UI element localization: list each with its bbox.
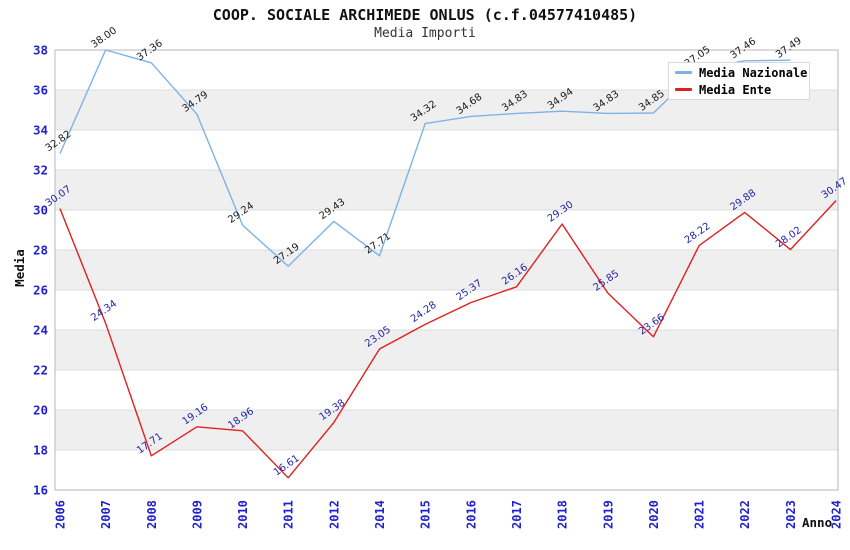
svg-text:24.28: 24.28 [409, 300, 439, 325]
svg-text:28: 28 [33, 243, 48, 258]
chart-subtitle: Media Importi [374, 26, 476, 41]
svg-text:26: 26 [33, 283, 48, 298]
svg-text:28.02: 28.02 [774, 225, 804, 250]
svg-text:37.36: 37.36 [135, 38, 165, 63]
svg-text:2011: 2011 [282, 500, 296, 529]
svg-text:36: 36 [33, 83, 48, 98]
svg-text:2008: 2008 [145, 500, 159, 529]
svg-text:37.46: 37.46 [728, 36, 758, 61]
svg-text:2012: 2012 [327, 500, 341, 529]
svg-text:2015: 2015 [419, 500, 433, 529]
svg-text:18: 18 [33, 443, 48, 458]
svg-text:22: 22 [33, 363, 48, 378]
svg-text:2018: 2018 [556, 500, 570, 529]
svg-text:2014: 2014 [373, 500, 387, 529]
svg-text:2019: 2019 [601, 500, 615, 529]
svg-text:37.49: 37.49 [774, 35, 804, 60]
svg-text:24: 24 [33, 323, 48, 338]
legend-label-ente: Media Ente [699, 82, 772, 97]
legend-swatch-nazionale [675, 71, 692, 74]
svg-text:32.82: 32.82 [44, 129, 74, 154]
legend-item-media-nazionale: Media Nazionale [675, 66, 807, 80]
svg-text:Anno: Anno [802, 515, 832, 530]
svg-text:2017: 2017 [510, 500, 524, 529]
svg-text:2022: 2022 [738, 500, 752, 529]
svg-text:Media: Media [12, 249, 27, 287]
svg-text:28.22: 28.22 [683, 221, 713, 246]
svg-text:2023: 2023 [784, 500, 798, 529]
legend-item-media-ente: Media Ente [675, 83, 803, 97]
svg-text:2016: 2016 [464, 500, 478, 529]
svg-text:34: 34 [33, 123, 48, 138]
svg-text:2024: 2024 [830, 500, 844, 529]
svg-text:30: 30 [33, 203, 48, 218]
svg-text:2009: 2009 [190, 500, 204, 529]
svg-text:32: 32 [33, 163, 48, 178]
chart-title: COOP. SOCIALE ARCHIMEDE ONLUS (c.f.04577… [212, 6, 638, 24]
legend-label-nazionale: Media Nazionale [699, 65, 808, 80]
svg-text:2021: 2021 [693, 500, 707, 529]
svg-text:20: 20 [33, 403, 48, 418]
svg-text:38.00: 38.00 [89, 25, 119, 50]
svg-text:2010: 2010 [236, 500, 250, 529]
svg-text:16.61: 16.61 [272, 453, 302, 478]
svg-text:2020: 2020 [647, 500, 661, 529]
svg-text:2007: 2007 [99, 500, 113, 529]
legend: Media Nazionale Media Ente [668, 62, 810, 100]
svg-text:2006: 2006 [54, 500, 68, 529]
legend-swatch-ente [675, 88, 692, 91]
svg-text:16: 16 [33, 483, 48, 498]
svg-text:38: 38 [33, 43, 48, 58]
